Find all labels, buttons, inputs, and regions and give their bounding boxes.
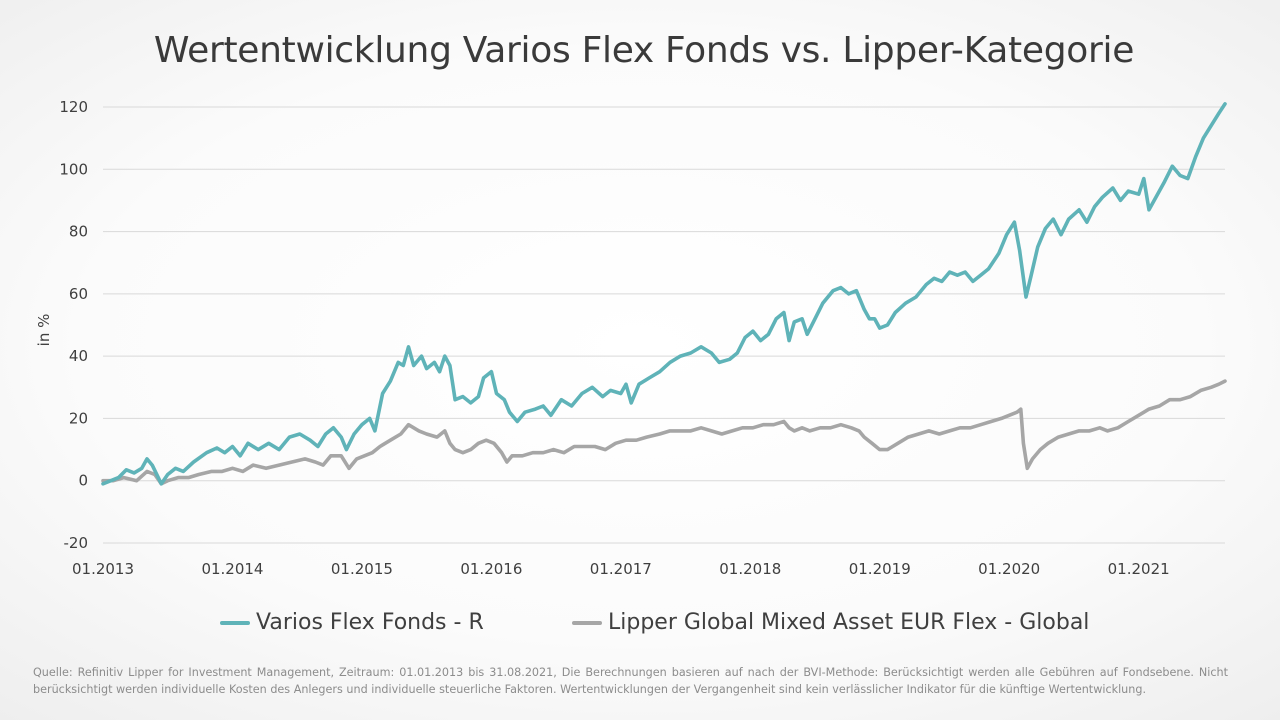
legend: Varios Flex Fonds - R Lipper Global Mixe… [0,610,1280,640]
chart-title: Wertentwicklung Varios Flex Fonds vs. Li… [153,30,1135,71]
source-note: Quelle: Refinitiv Lipper for Investment … [33,666,1228,696]
x-tick-label: 01.2016 [460,560,522,578]
x-tick-label: 01.2020 [978,560,1040,578]
legend-label-fund: Varios Flex Fonds - R [256,610,484,635]
x-tick-label: 01.2015 [331,560,393,578]
x-tick-label: 01.2021 [1108,560,1170,578]
x-tick-label: 01.2013 [72,560,134,578]
y-axis-label: in % [35,314,53,347]
y-tick-label: -20 [64,534,89,552]
series-line-category [101,379,1227,486]
y-tick-label: 20 [69,409,88,427]
x-tick-label: 01.2017 [590,560,652,578]
x-axis-ticks: 01.2013 01.2014 01.2015 01.2016 01.2017 01.20… [72,560,1170,578]
y-tick-label: 100 [59,160,88,178]
y-axis-ticks: -20 0 20 40 60 80 100 120 [59,98,88,552]
legend-label-category: Lipper Global Mixed Asset EUR Flex - Glo… [608,610,1090,635]
x-tick-label: 01.2019 [849,560,911,578]
series-lines [101,102,1227,486]
series-line-fund [101,102,1227,486]
y-tick-label: 60 [69,285,88,303]
gridlines [103,106,1225,544]
legend-item-fund: Varios Flex Fonds - R [220,610,484,635]
legend-swatch-category [572,620,602,625]
y-tick-label: 40 [69,347,88,365]
y-tick-label: 0 [78,472,88,490]
x-tick-label: 01.2018 [719,560,781,578]
x-tick-label: 01.2014 [201,560,263,578]
legend-swatch-fund [220,620,250,625]
y-tick-label: 80 [69,223,88,241]
legend-item-category: Lipper Global Mixed Asset EUR Flex - Glo… [572,610,1089,635]
y-tick-label: 120 [59,98,88,116]
